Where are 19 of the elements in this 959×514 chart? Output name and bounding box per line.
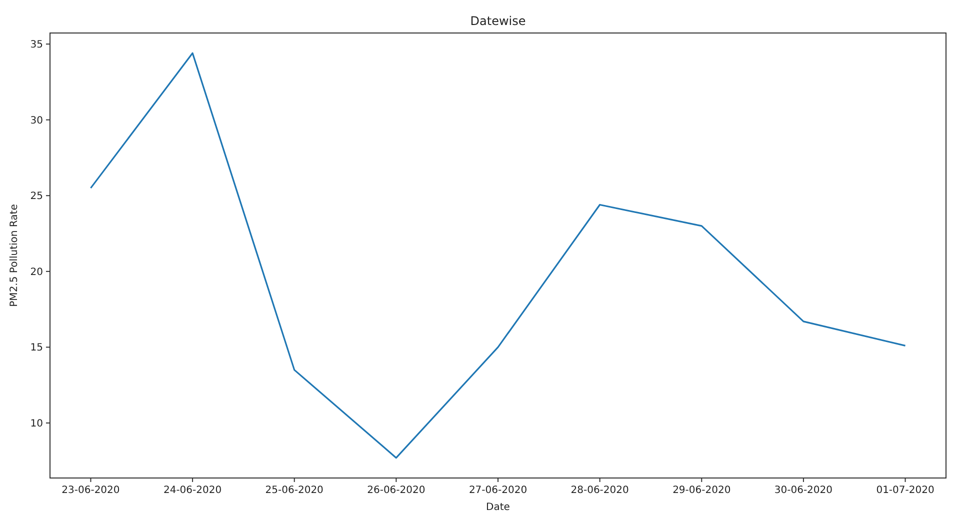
x-tick-label: 28-06-2020	[570, 485, 629, 496]
x-tick-label: 01-07-2020	[876, 485, 934, 496]
y-tick-label: 30	[30, 115, 43, 126]
chart-title: Datewise	[470, 14, 526, 28]
x-tick-label: 26-06-2020	[367, 485, 426, 496]
y-axis-title: PM2.5 Pollution Rate	[9, 204, 20, 307]
x-tick-label: 27-06-2020	[468, 485, 528, 496]
x-tick-label: 25-06-2020	[265, 485, 324, 496]
x-tick-label: 29-06-2020	[672, 485, 731, 496]
y-tick-label: 15	[30, 342, 43, 354]
x-tick-label: 24-06-2020	[163, 485, 222, 496]
x-axis-title: Date	[486, 502, 510, 513]
x-tick-label: 23-06-2020	[62, 485, 120, 496]
line-series	[90, 52, 906, 459]
x-tick-label: 30-06-2020	[774, 485, 833, 496]
y-tick-label: 20	[30, 266, 43, 278]
y-tick-label: 35	[30, 40, 43, 51]
y-tick-label: 10	[30, 418, 43, 430]
y-tick-label: 25	[30, 191, 43, 202]
